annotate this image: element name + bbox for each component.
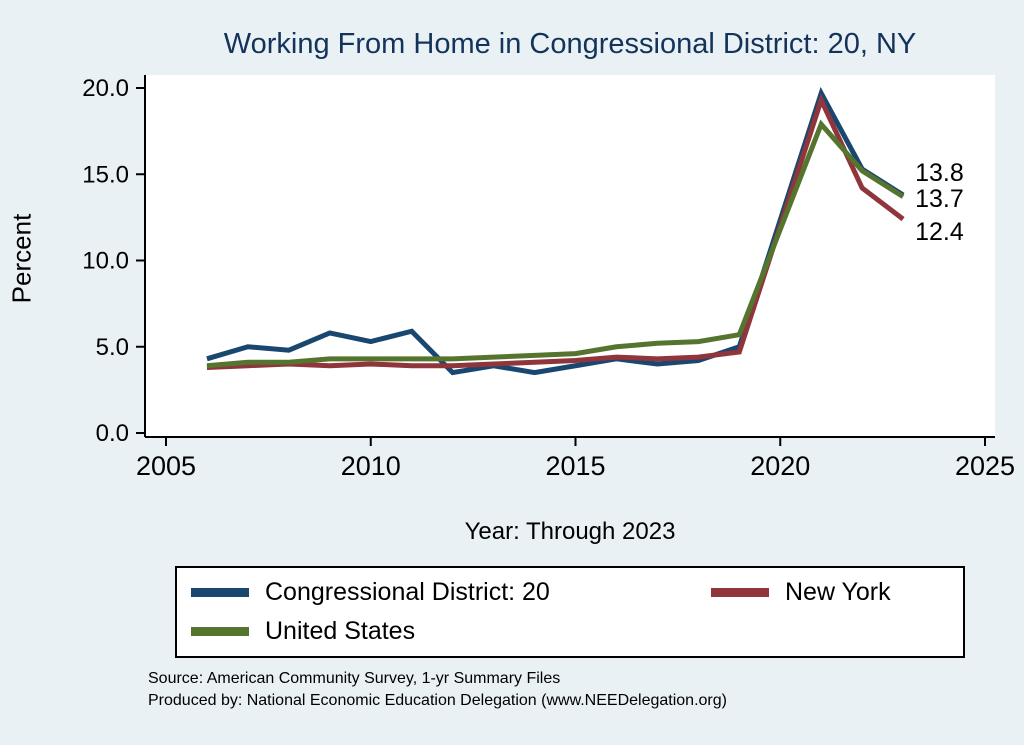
legend-label-new-york: New York xyxy=(785,578,891,606)
x-tick-label: 2010 xyxy=(341,451,401,481)
end-value-label: 12.4 xyxy=(915,218,964,246)
legend-swatch-new-york xyxy=(711,588,769,597)
plot-area: 0.0 5.0 10.0 15.0 20.0 2005 2010 2015 2020 2025 13… xyxy=(82,75,1015,481)
y-tick-label: 0.0 xyxy=(96,420,129,447)
legend-swatch-united-states xyxy=(191,627,249,636)
y-tick-label: 5.0 xyxy=(96,334,129,361)
source-notes: Source: American Community Survey, 1-yr … xyxy=(148,668,1008,712)
chart-title: Working From Home in Congressional Distr… xyxy=(223,28,917,60)
produced-by-line: Produced by: National Economic Education… xyxy=(148,692,727,709)
x-axis-title: Year: Through 2023 xyxy=(464,518,676,545)
legend: Congressional District: 20 New York Unit… xyxy=(175,566,965,658)
plot-background xyxy=(145,75,995,437)
y-axis-title: Percent xyxy=(6,213,37,304)
legend-item-congressional-district-20: Congressional District: 20 xyxy=(191,578,711,607)
x-tick-label: 2020 xyxy=(750,451,810,481)
y-tick-label: 15.0 xyxy=(82,161,129,188)
y-tick-label: 20.0 xyxy=(82,75,129,102)
legend-label-congressional-district-20: Congressional District: 20 xyxy=(265,578,550,606)
end-value-label: 13.8 xyxy=(915,159,964,187)
y-tick-label: 10.0 xyxy=(82,248,129,275)
x-tick-label: 2025 xyxy=(955,451,1015,481)
series-line-united-states xyxy=(206,119,905,369)
source-line: Source: American Community Survey, 1-yr … xyxy=(148,670,561,687)
legend-swatch-congressional-district-20 xyxy=(191,588,249,597)
x-tick-label: 2005 xyxy=(136,451,196,481)
x-tick-label: 2015 xyxy=(545,451,605,481)
legend-item-new-york: New York xyxy=(711,578,949,607)
end-value-label: 13.7 xyxy=(915,185,964,213)
legend-label-united-states: United States xyxy=(265,617,416,645)
legend-item-united-states: United States xyxy=(191,617,711,646)
